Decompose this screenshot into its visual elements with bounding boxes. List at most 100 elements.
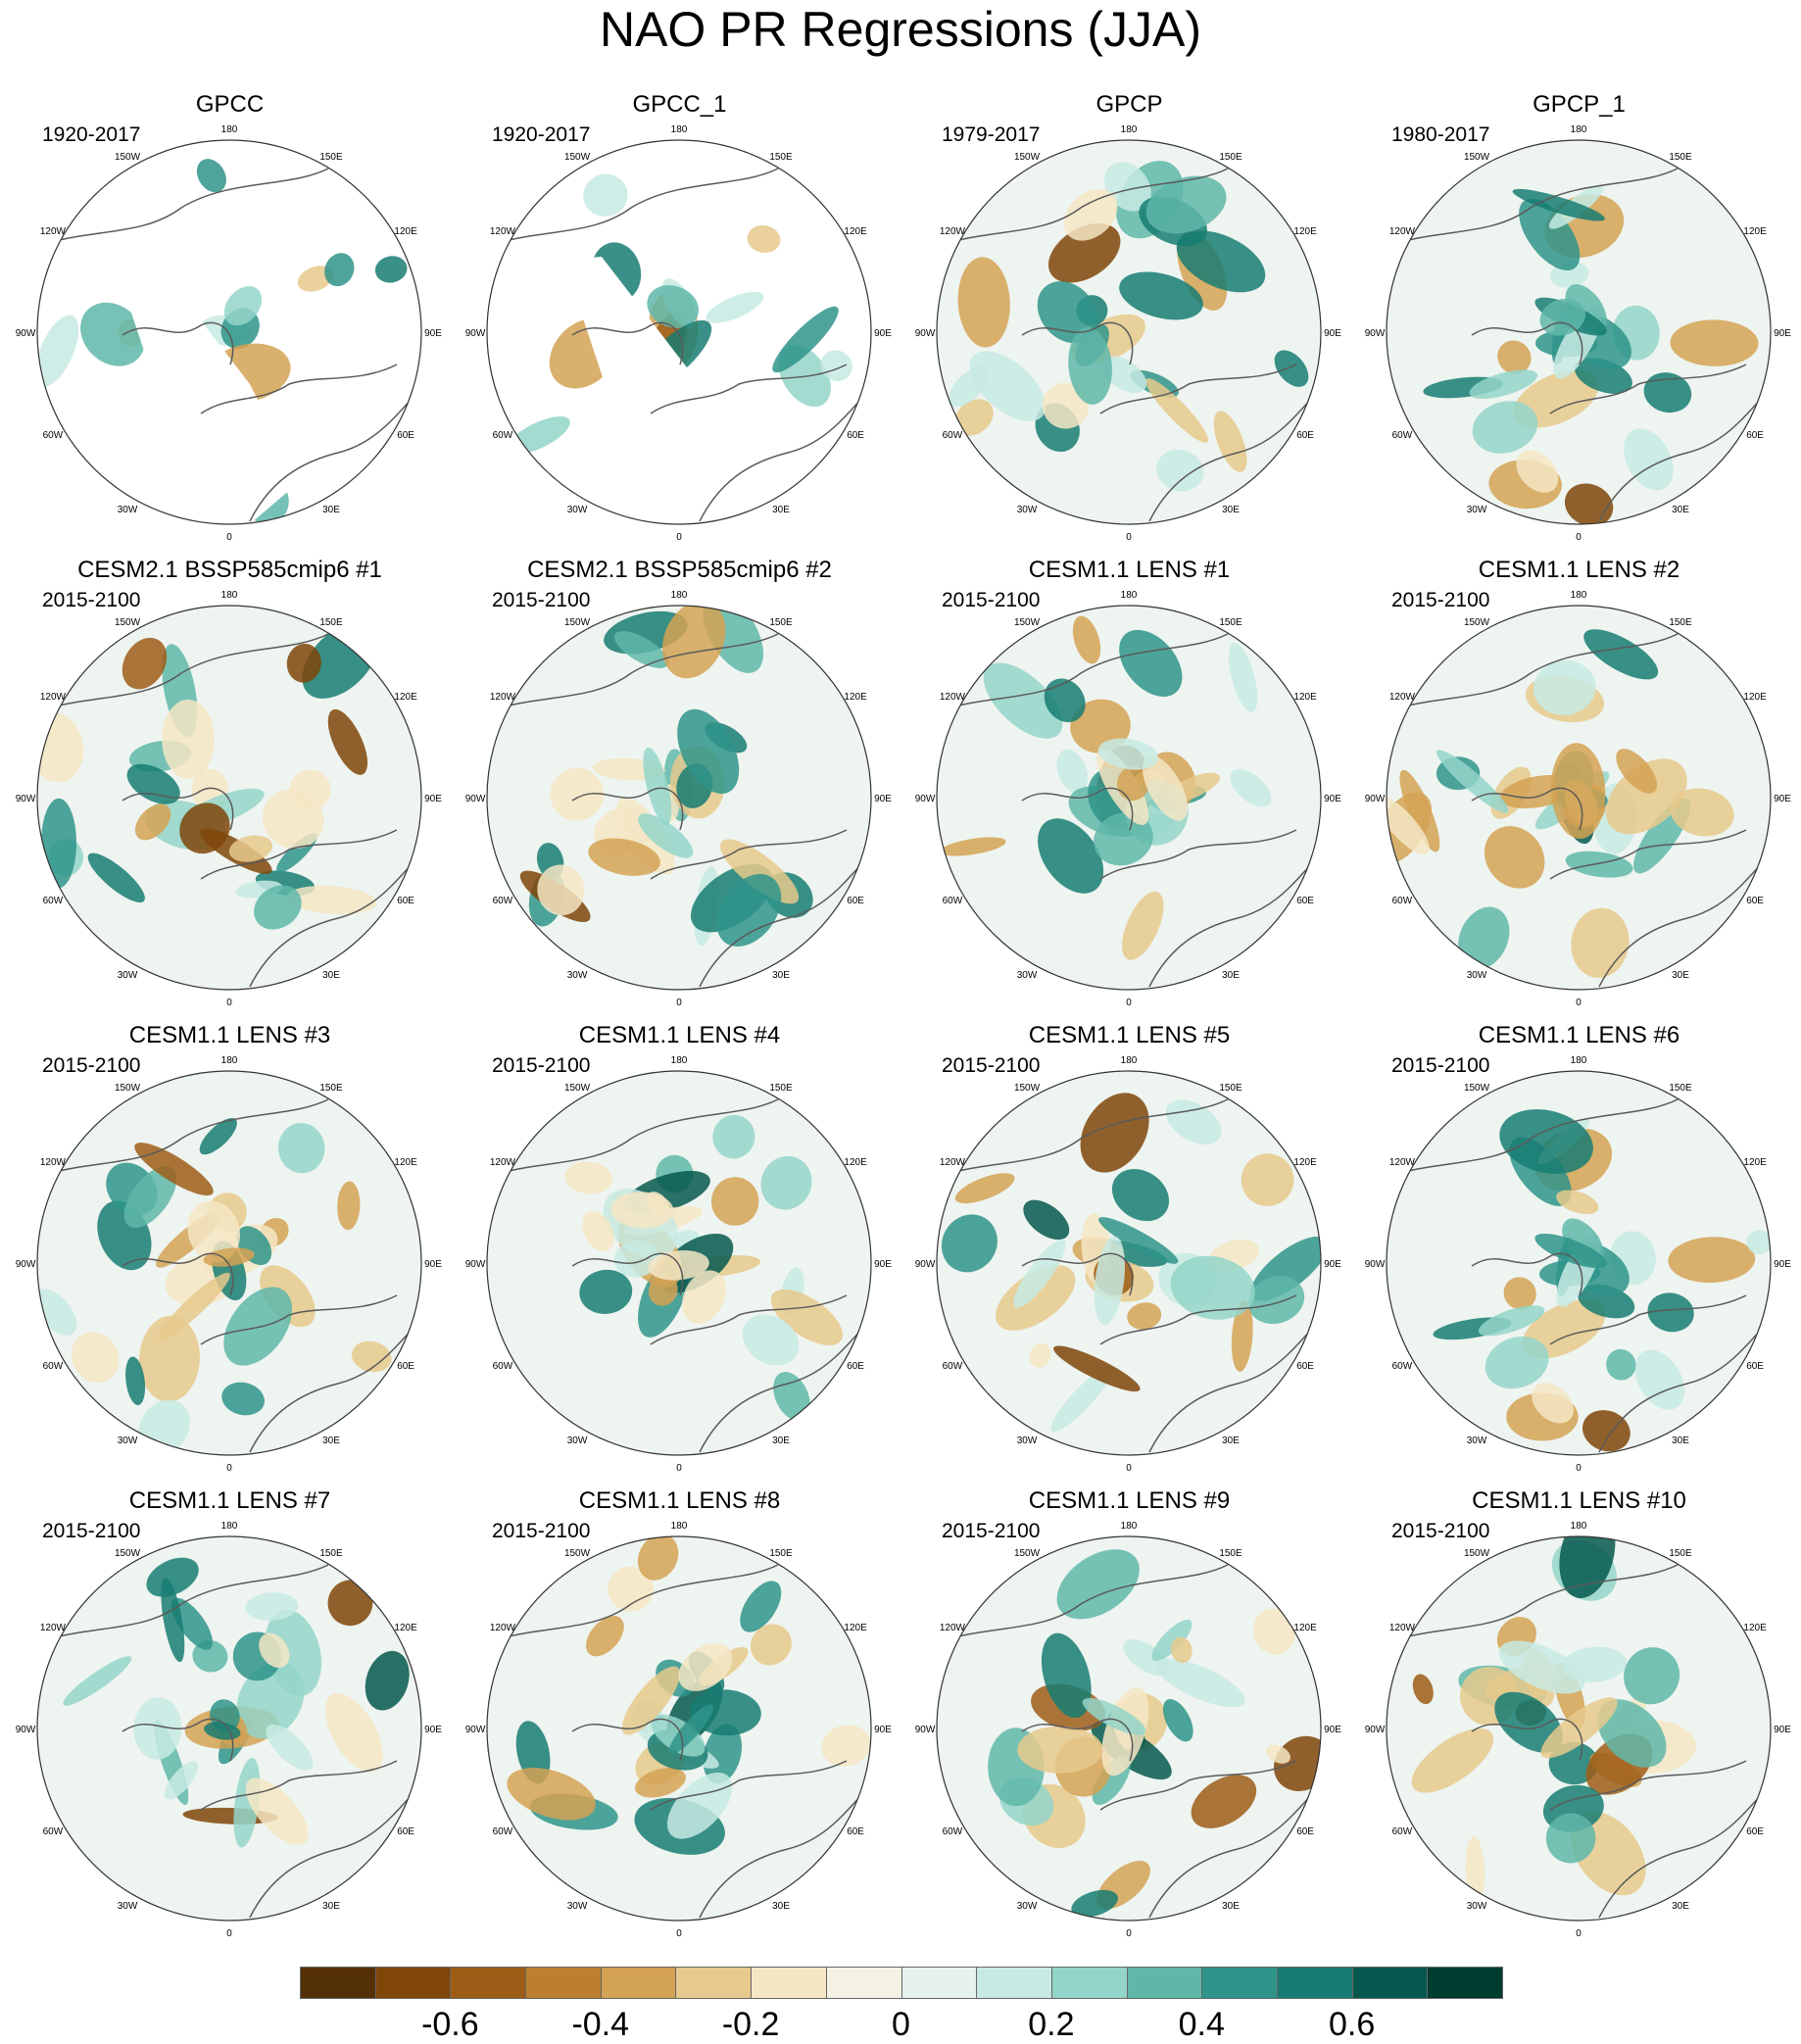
panel-title: GPCP_1 (1533, 91, 1626, 118)
longitude-label: 60E (1746, 896, 1764, 906)
longitude-label: 30W (118, 1901, 138, 1912)
coastline (37, 633, 417, 988)
longitude-label: 60E (847, 1826, 864, 1837)
panel-period: 2015-2100 (42, 589, 141, 611)
panel-title: GPCC (195, 91, 265, 118)
longitude-label: 60W (1392, 1361, 1413, 1372)
longitude-label: 0 (226, 998, 232, 1008)
colorbar-cell (1201, 1967, 1278, 1999)
longitude-label: 90W (1365, 794, 1386, 804)
longitude-label: 180 (221, 124, 238, 135)
panel-period: 2015-2100 (942, 1520, 1041, 1542)
panel-period: 2015-2100 (942, 589, 1041, 611)
longitude-label: 60E (1296, 1826, 1314, 1837)
colorbar-tick-label: -0.6 (421, 2006, 479, 2043)
longitude-label: 90E (424, 794, 442, 804)
field-shading (1387, 1071, 1771, 1455)
longitude-label: 0 (676, 1928, 682, 1939)
longitude-label: 0 (1126, 998, 1132, 1008)
longitude-label: 120W (940, 1157, 966, 1168)
longitude-label: 120E (394, 1157, 417, 1168)
longitude-label: 150E (1669, 1548, 1692, 1559)
longitude-label: 30W (567, 970, 588, 981)
field-shading (487, 1536, 871, 1921)
longitude-label: 90E (874, 1259, 892, 1270)
coastline (487, 1564, 867, 1919)
panel-title: CESM1.1 LENS #3 (128, 1022, 331, 1048)
longitude-label: 90E (874, 794, 892, 804)
longitude-label: 120W (940, 1623, 966, 1633)
longitude-label: 60W (943, 430, 963, 441)
longitude-label: 90W (915, 328, 936, 339)
field-shading (37, 1536, 421, 1921)
colorbar-cell (1050, 1967, 1128, 1999)
field-shading (1387, 606, 1771, 990)
longitude-label: 150E (1219, 617, 1242, 628)
coastline (487, 633, 867, 988)
longitude-label: 150E (319, 152, 343, 163)
map-boundary (936, 605, 1322, 991)
colorbar-tick-label: 0.4 (1178, 2006, 1225, 2043)
longitude-label: 120E (1293, 1623, 1317, 1633)
longitude-label: 120E (844, 1623, 867, 1633)
coastline (37, 1098, 417, 1453)
longitude-label: 90W (465, 328, 486, 339)
longitude-label: 30W (1017, 970, 1038, 981)
longitude-label: 60E (847, 896, 864, 906)
longitude-label: 30E (772, 505, 790, 515)
longitude-label: 120E (844, 226, 867, 237)
longitude-label: 30W (118, 970, 138, 981)
map-panel: 180 150E 120E 90E 60E 30E 0 30W 60W 90W 120W 150W CE… (904, 1486, 1354, 1952)
longitude-label: 60E (1746, 430, 1764, 441)
map-panel: 180 150E 120E 90E 60E 30E 0 30W 60W 90W 120W 150W CE… (5, 556, 455, 1021)
panel-period: 2015-2100 (42, 1520, 141, 1542)
longitude-label: 90E (424, 1725, 442, 1735)
colorbar-cell (1427, 1967, 1503, 1999)
longitude-label: 0 (676, 532, 682, 543)
longitude-label: 120E (1293, 226, 1317, 237)
map-panel: 180 150E 120E 90E 60E 30E 0 30W 60W 90W 120W 150W GP… (1354, 90, 1801, 556)
map-boundary (486, 1070, 872, 1456)
field-shading (37, 140, 421, 524)
longitude-label: 150W (1464, 1548, 1490, 1559)
map-boundary (1386, 1070, 1772, 1456)
colorbar-tick-label: 0 (892, 2006, 910, 2043)
longitude-label: 150E (1219, 1083, 1242, 1094)
longitude-label: 90W (465, 1259, 486, 1270)
panel-period: 1920-2017 (492, 123, 591, 146)
longitude-label: 60E (1296, 896, 1314, 906)
colorbar-cell (825, 1967, 902, 1999)
longitude-label: 60W (43, 1826, 64, 1837)
longitude-label: 60E (397, 1361, 414, 1372)
panel-title: CESM2.1 BSSP585cmip6 #2 (527, 557, 832, 583)
longitude-label: 0 (1576, 1463, 1582, 1474)
longitude-label: 120W (40, 1157, 67, 1168)
longitude-label: 120W (490, 1157, 516, 1168)
longitude-label: 180 (1571, 1521, 1587, 1532)
longitude-label: 30E (1222, 1436, 1240, 1446)
panel-title: CESM1.1 LENS #6 (1478, 1022, 1680, 1048)
panel-period: 1979-2017 (942, 123, 1041, 146)
longitude-label: 30E (322, 505, 340, 515)
polar-map: 180 150E 120E 90E 60E 30E 0 30W 60W 90W 120W 150W (465, 590, 893, 1008)
panel-title: CESM1.1 LENS #8 (578, 1487, 781, 1514)
longitude-label: 30W (1017, 1436, 1038, 1446)
longitude-label: 120E (394, 226, 417, 237)
longitude-label: 60E (397, 1826, 414, 1837)
map-boundary (36, 605, 422, 991)
map-panel: 180 150E 120E 90E 60E 30E 0 30W 60W 90W 120W 150W CE… (455, 556, 904, 1021)
colorbar-cell (751, 1967, 827, 1999)
polar-map: 180 150E 120E 90E 60E 30E 0 30W 60W 90W 120W 150W (16, 124, 443, 543)
longitude-label: 30E (1672, 1901, 1689, 1912)
longitude-label: 150W (564, 617, 591, 628)
map-boundary (1386, 1535, 1772, 1922)
longitude-label: 90W (1365, 328, 1386, 339)
colorbar-cell (374, 1967, 452, 1999)
longitude-label: 90W (915, 1725, 936, 1735)
longitude-label: 120W (940, 692, 966, 703)
map-panel: 180 150E 120E 90E 60E 30E 0 30W 60W 90W 120W 150W CE… (1354, 1486, 1801, 1952)
colorbar-cell (1126, 1967, 1203, 1999)
longitude-label: 120W (40, 226, 67, 237)
longitude-label: 30E (1672, 505, 1689, 515)
panel-title: CESM2.1 BSSP585cmip6 #1 (77, 557, 382, 583)
